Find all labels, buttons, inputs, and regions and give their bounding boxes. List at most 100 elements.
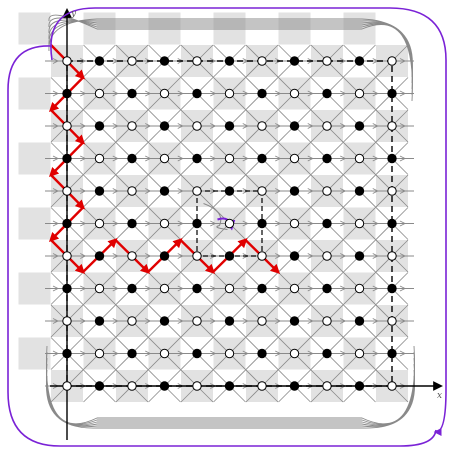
arrow-mark (372, 285, 379, 292)
open-site (62, 316, 72, 326)
arrow-mark (307, 155, 314, 162)
filled-site (387, 283, 397, 294)
arrow-mark (80, 253, 87, 259)
filled-site (257, 88, 267, 99)
arrow-mark (112, 285, 119, 292)
open-site (322, 381, 332, 391)
arrow-mark (307, 318, 314, 324)
open-site (224, 348, 235, 359)
arrow-mark (275, 90, 282, 97)
filled-site (354, 251, 365, 261)
arrow-mark (177, 350, 184, 357)
arrow-mark (112, 220, 119, 227)
arrow-mark (275, 350, 282, 357)
open-site (257, 56, 267, 66)
filled-site (62, 218, 72, 229)
arrow-mark (242, 318, 249, 324)
arrow-mark (372, 318, 379, 324)
filled-site (257, 348, 267, 359)
purple-boundary-loop (7, 7, 447, 447)
open-site (62, 381, 72, 391)
arrow-mark (80, 90, 87, 97)
arrow-mark (210, 318, 217, 324)
arrow-mark (399, 285, 407, 292)
filled-site (289, 121, 300, 131)
arrow-mark (340, 123, 347, 129)
filled-site (94, 381, 105, 391)
arrow-mark (340, 188, 347, 194)
open-site (192, 121, 202, 131)
arrow-mark (145, 90, 152, 97)
open-site (354, 153, 365, 164)
purple-loop-outer (50, 7, 447, 436)
arrow-mark (52, 285, 60, 292)
shaded-cell (83, 12, 116, 45)
arrow-mark (307, 188, 314, 194)
arrow-mark (80, 220, 87, 227)
arrow-mark (52, 58, 60, 64)
open-site (94, 88, 105, 99)
open-site (289, 153, 300, 164)
open-site (257, 121, 267, 131)
arrow-mark (372, 188, 379, 194)
filled-site (322, 283, 332, 294)
filled-site (127, 283, 137, 294)
arrow-mark (210, 350, 217, 357)
arrow-mark (112, 350, 119, 357)
filled-site (94, 316, 105, 326)
arrow-mark (275, 123, 282, 129)
lattice-sites (62, 56, 397, 391)
open-site (159, 283, 170, 294)
filled-site (354, 381, 365, 391)
open-site (289, 348, 300, 359)
arrow-mark (242, 90, 249, 97)
filled-site (159, 316, 170, 326)
arrow-mark (145, 350, 152, 357)
open-site (127, 251, 137, 261)
open-site (387, 381, 397, 391)
filled-site (224, 381, 235, 391)
arrow-mark (210, 123, 217, 129)
filled-site (322, 88, 332, 99)
arrow-mark (340, 90, 347, 97)
filled-site (354, 316, 365, 326)
open-site (322, 251, 332, 261)
arrow-mark (52, 318, 60, 324)
filled-site (94, 186, 105, 196)
filled-site (192, 88, 202, 99)
open-site (159, 348, 170, 359)
arrow-mark (307, 220, 314, 227)
filled-site (159, 56, 170, 66)
open-site (289, 88, 300, 99)
open-site (387, 251, 397, 261)
filled-site (257, 218, 267, 229)
open-site (224, 283, 235, 294)
wrap-curve-bottom (45, 345, 416, 425)
open-site (224, 88, 235, 99)
filled-site (127, 153, 137, 164)
open-site (387, 121, 397, 131)
filled-site (94, 56, 105, 66)
filled-site (257, 283, 267, 294)
filled-site (62, 348, 72, 359)
shaded-cell (148, 12, 181, 45)
open-site (94, 283, 105, 294)
arrow-mark (177, 318, 184, 324)
shaded-cell (278, 12, 311, 45)
open-site (62, 251, 72, 261)
filled-site (224, 56, 235, 66)
filled-site (159, 121, 170, 131)
open-site (354, 88, 365, 99)
open-site (257, 186, 267, 196)
open-site (387, 56, 397, 66)
arrow-mark (52, 188, 60, 194)
wrap-curve-top (48, 18, 413, 72)
arrow-mark (210, 220, 217, 227)
open-site (354, 348, 365, 359)
filled-site (159, 186, 170, 196)
arrow-mark (210, 90, 217, 97)
open-site (192, 186, 202, 196)
filled-site (224, 186, 235, 196)
arrow-mark (242, 285, 249, 292)
arrow-mark (242, 123, 249, 129)
